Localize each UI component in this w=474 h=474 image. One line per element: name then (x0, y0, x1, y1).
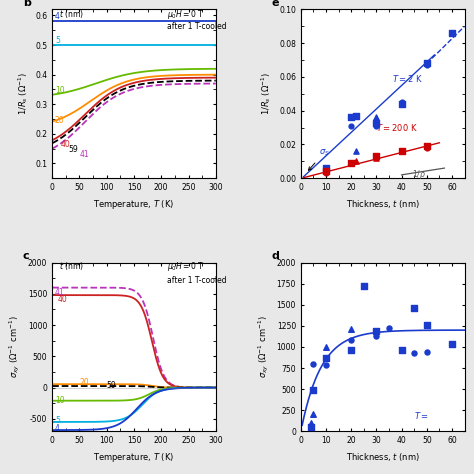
Point (347, 346, 355, 354)
Point (307, 419, 315, 427)
Text: $T = 200$ K: $T = 200$ K (376, 122, 418, 133)
Point (373, 154, 380, 162)
Point (398, 99, 405, 106)
Point (423, 61, 430, 69)
Text: 59: 59 (69, 145, 78, 154)
Point (410, 349, 418, 356)
Point (398, 100, 405, 108)
Point (322, 164, 330, 172)
Point (322, 343, 330, 351)
Point (423, 142, 430, 150)
Text: $T =$: $T =$ (414, 410, 429, 421)
Point (398, 346, 405, 354)
Text: $\sigma_S$: $\sigma_S$ (309, 147, 329, 170)
Text: 20: 20 (80, 378, 89, 387)
Y-axis label: $\sigma_{xy}$ ($\Omega^{-1}$ cm$^{-1}$): $\sigma_{xy}$ ($\Omega^{-1}$ cm$^{-1}$) (256, 316, 271, 378)
Point (448, 29, 456, 37)
Point (307, 423, 315, 431)
Point (322, 354, 330, 362)
Point (398, 147, 405, 155)
Point (360, 283, 368, 290)
Text: 4: 4 (55, 12, 60, 21)
Text: 5: 5 (55, 416, 60, 425)
Point (347, 114, 355, 121)
Y-axis label: $1/R_s$ ($\Omega^{-1}$): $1/R_s$ ($\Omega^{-1}$) (16, 73, 29, 115)
Text: c: c (23, 251, 29, 261)
Text: after 1 T-cooled: after 1 T-cooled (167, 22, 226, 31)
Point (373, 153, 380, 160)
Text: 59: 59 (107, 381, 117, 390)
Point (385, 325, 393, 332)
Point (347, 122, 355, 130)
Text: $t$ (nm): $t$ (nm) (59, 260, 84, 272)
Point (347, 159, 355, 167)
X-axis label: Temperature, $T$ (K): Temperature, $T$ (K) (93, 451, 174, 464)
Text: 4: 4 (55, 424, 60, 433)
Point (322, 168, 330, 175)
Text: $\mu_0H = 0$ T: $\mu_0H = 0$ T (167, 8, 204, 21)
Point (347, 159, 355, 167)
Text: d: d (272, 251, 279, 261)
X-axis label: Thickness, $t$ (nm): Thickness, $t$ (nm) (346, 451, 419, 463)
Point (373, 122, 380, 130)
Point (353, 112, 360, 119)
Point (322, 168, 330, 175)
Point (423, 321, 430, 329)
Point (423, 144, 430, 152)
Point (310, 386, 317, 394)
Point (322, 361, 330, 368)
Text: 20: 20 (55, 116, 64, 125)
Text: 10: 10 (55, 86, 64, 95)
Point (307, 423, 315, 431)
Point (353, 157, 360, 165)
Point (410, 304, 418, 312)
Y-axis label: $1/R_s$ ($\Omega^{-1}$): $1/R_s$ ($\Omega^{-1}$) (260, 73, 273, 115)
Point (347, 326, 355, 333)
Text: b: b (23, 0, 30, 8)
Y-axis label: $\sigma_{xy}$ ($\Omega^{-1}$ cm$^{-1}$): $\sigma_{xy}$ ($\Omega^{-1}$ cm$^{-1}$) (8, 316, 22, 378)
Text: 41: 41 (55, 288, 64, 297)
Text: $t$ (nm): $t$ (nm) (59, 8, 84, 20)
Text: $T = 2$ K: $T = 2$ K (392, 73, 423, 84)
Text: 40: 40 (58, 295, 67, 304)
Text: after 1 T-cooled: after 1 T-cooled (167, 275, 226, 284)
Point (373, 327, 380, 335)
Text: $1/\rho$: $1/\rho$ (411, 168, 426, 182)
Point (310, 410, 317, 418)
X-axis label: Thickness, $t$ (nm): Thickness, $t$ (nm) (346, 198, 419, 210)
Point (398, 147, 405, 155)
Point (322, 169, 330, 177)
X-axis label: Temperature, $T$ (K): Temperature, $T$ (K) (93, 198, 174, 210)
Text: 5: 5 (55, 36, 60, 45)
Point (353, 147, 360, 155)
Text: e: e (272, 0, 279, 8)
Text: 41: 41 (80, 150, 89, 159)
Text: 10: 10 (55, 396, 64, 405)
Text: $\mu_0H = 0$ T: $\mu_0H = 0$ T (167, 260, 204, 273)
Point (310, 360, 317, 368)
Point (373, 153, 380, 160)
Point (373, 114, 380, 121)
Point (423, 60, 430, 67)
Point (347, 337, 355, 344)
Point (398, 346, 405, 354)
Point (373, 332, 380, 340)
Text: 40: 40 (60, 140, 70, 149)
Point (423, 348, 430, 356)
Point (373, 119, 380, 127)
Point (448, 341, 456, 348)
